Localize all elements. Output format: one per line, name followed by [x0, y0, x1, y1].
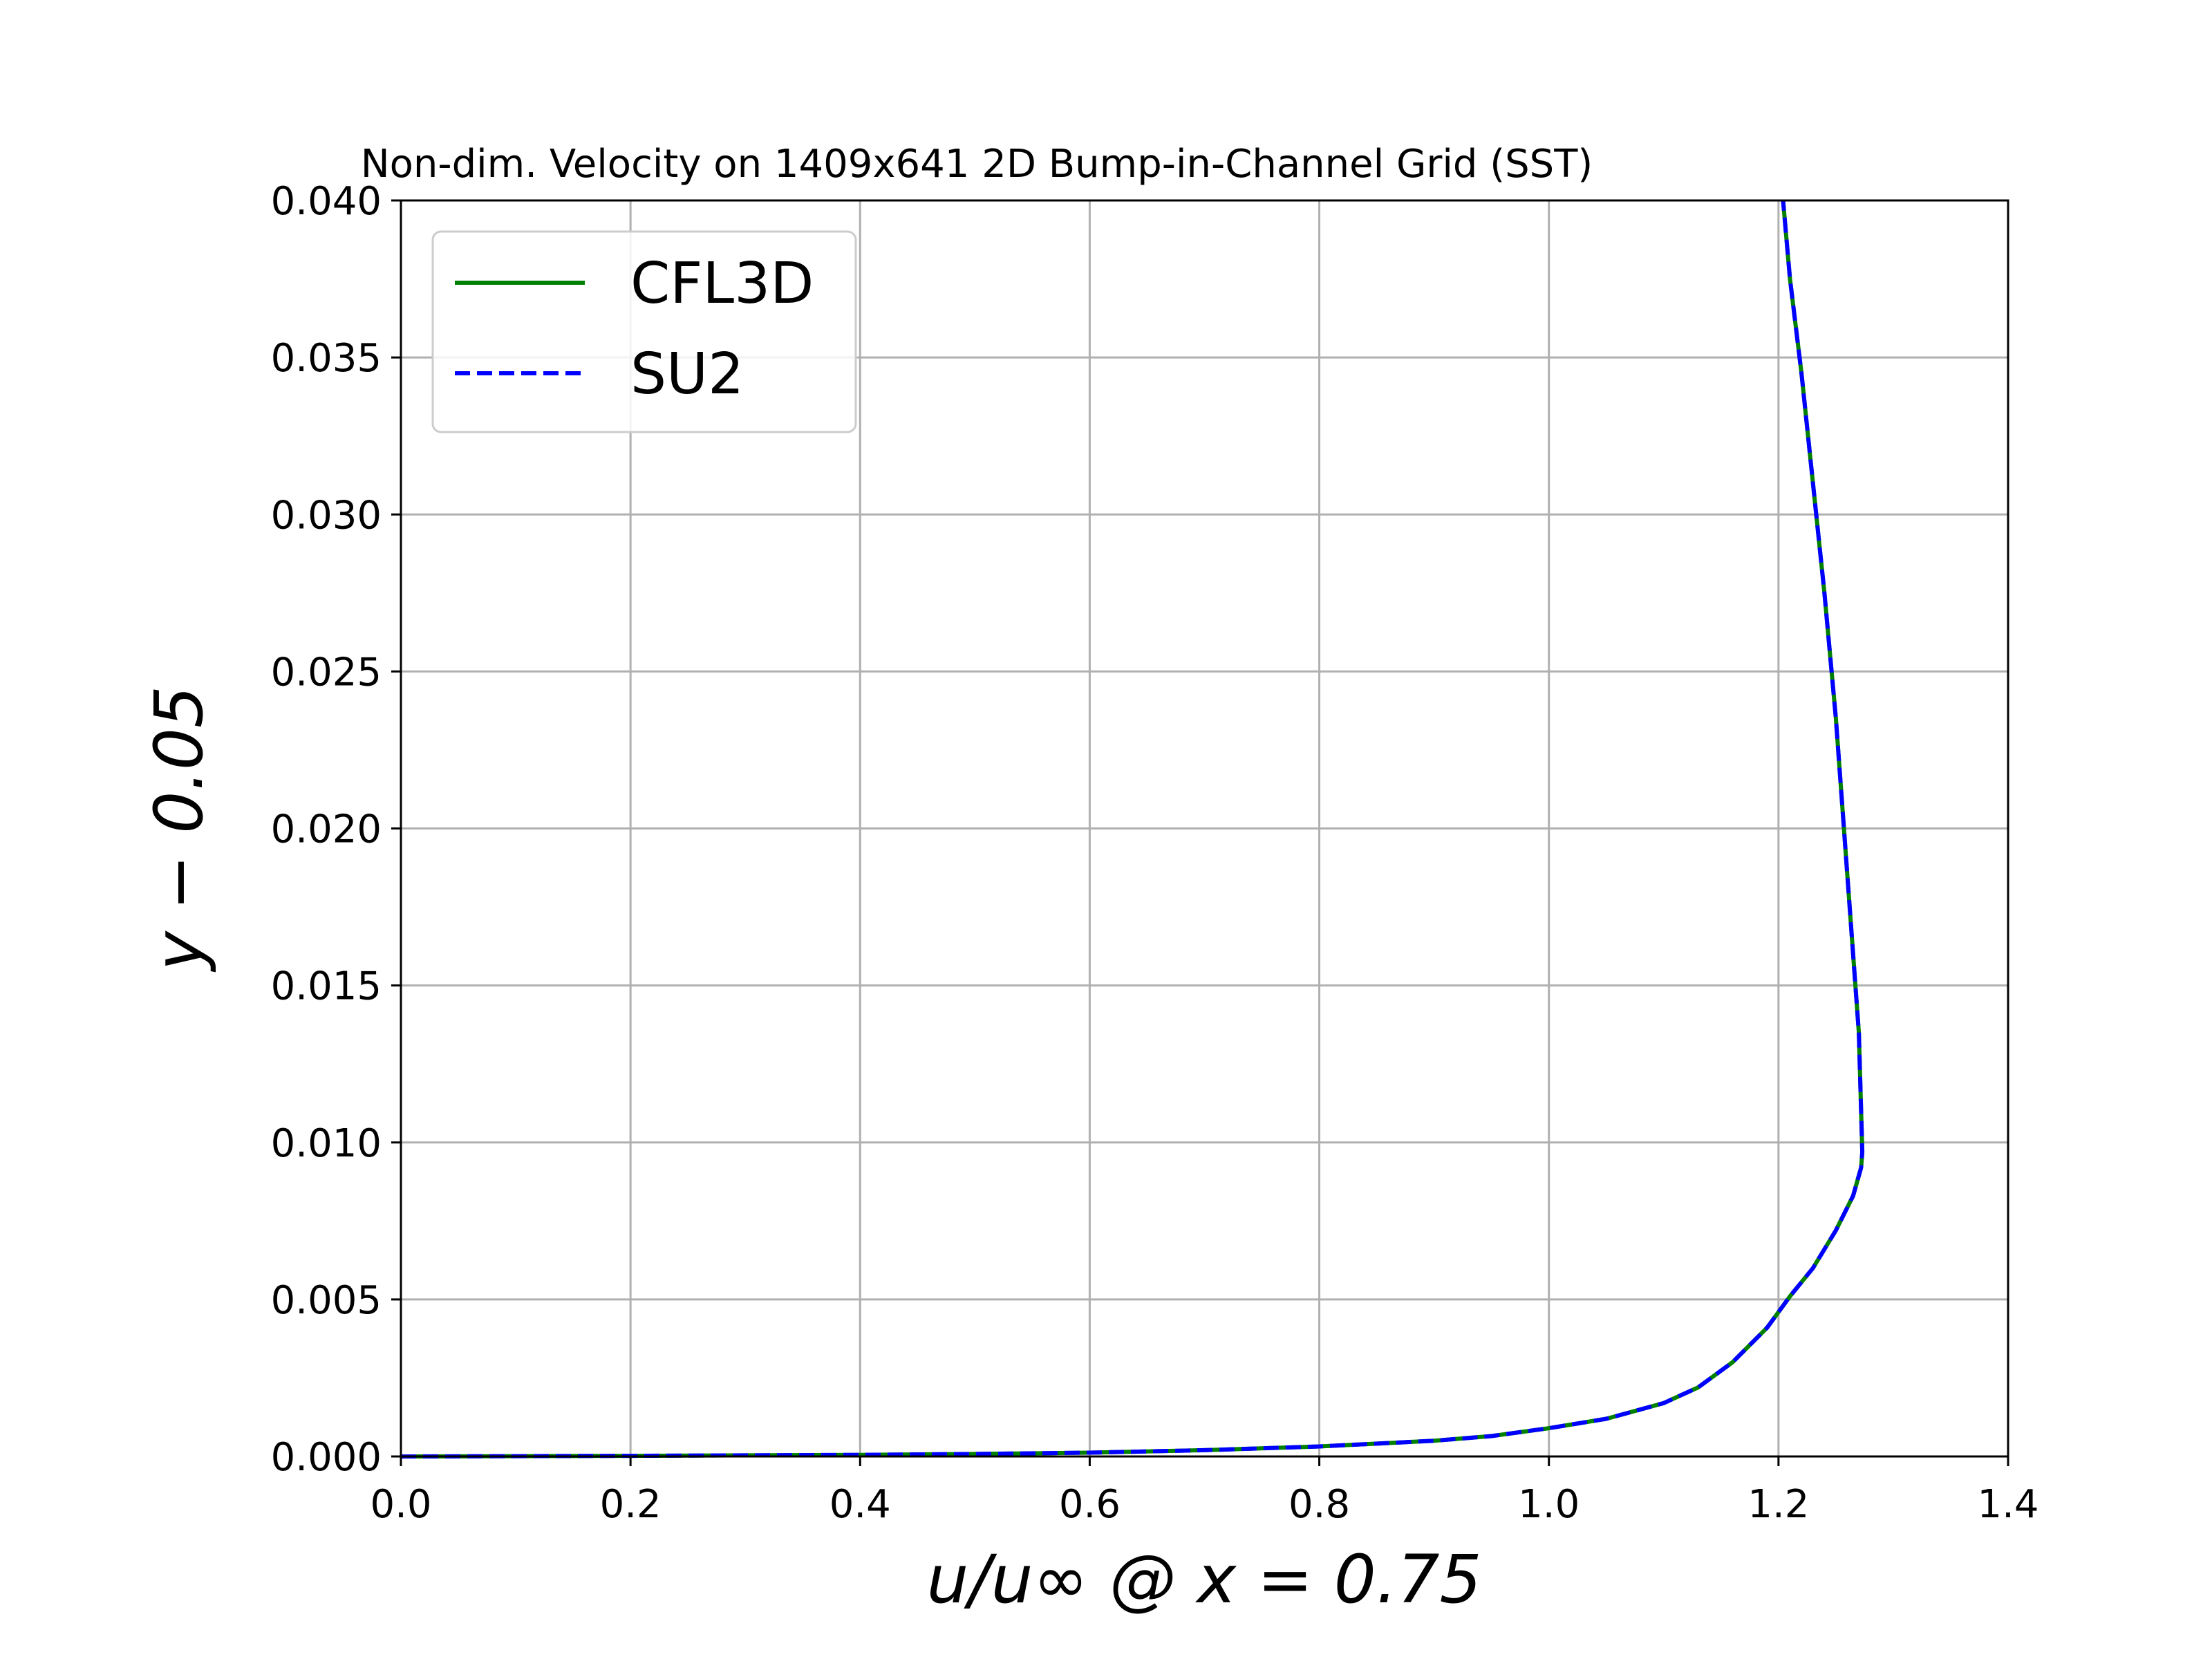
x-tick-label: 0.2 [600, 1482, 662, 1527]
legend-label-cfl3d: CFL3D [630, 251, 814, 317]
x-tick-label: 0.8 [1288, 1482, 1350, 1527]
y-tick-label: 0.010 [271, 1121, 382, 1166]
legend: CFL3D SU2 [431, 230, 857, 433]
x-tick-label: 0.4 [830, 1482, 891, 1527]
axis-ticks: 0.0 0.2 0.4 0.6 0.8 1.0 1.2 1.4 0.000 0.005 0.010 0… [271, 179, 2039, 1527]
x-tick-label: 1.4 [1977, 1482, 2038, 1527]
legend-label-su2: SU2 [630, 341, 744, 407]
y-axis-label: y − 0.05 [140, 686, 218, 973]
x-tick-label: 0.0 [370, 1482, 431, 1527]
y-tick-label: 0.040 [271, 179, 382, 224]
y-tick-label: 0.020 [271, 807, 382, 852]
x-tick-label: 1.2 [1747, 1482, 1809, 1527]
x-tick-label: 0.6 [1059, 1482, 1121, 1527]
y-tick-label: 0.035 [271, 336, 382, 381]
y-tick-label: 0.015 [271, 964, 382, 1009]
x-tick-label: 1.0 [1518, 1482, 1580, 1527]
y-tick-label: 0.030 [271, 493, 382, 538]
series-line-su2 [400, 200, 1865, 1459]
x-axis-label: u/u∞ @ x = 0.75 [926, 1541, 1481, 1618]
plot-series [400, 200, 1865, 1459]
y-tick-label: 0.000 [271, 1435, 382, 1480]
chart-title: Non-dim. Velocity on 1409x641 2D Bump-in… [361, 142, 1593, 187]
y-tick-label: 0.005 [271, 1278, 382, 1323]
y-tick-label: 0.025 [271, 650, 382, 695]
